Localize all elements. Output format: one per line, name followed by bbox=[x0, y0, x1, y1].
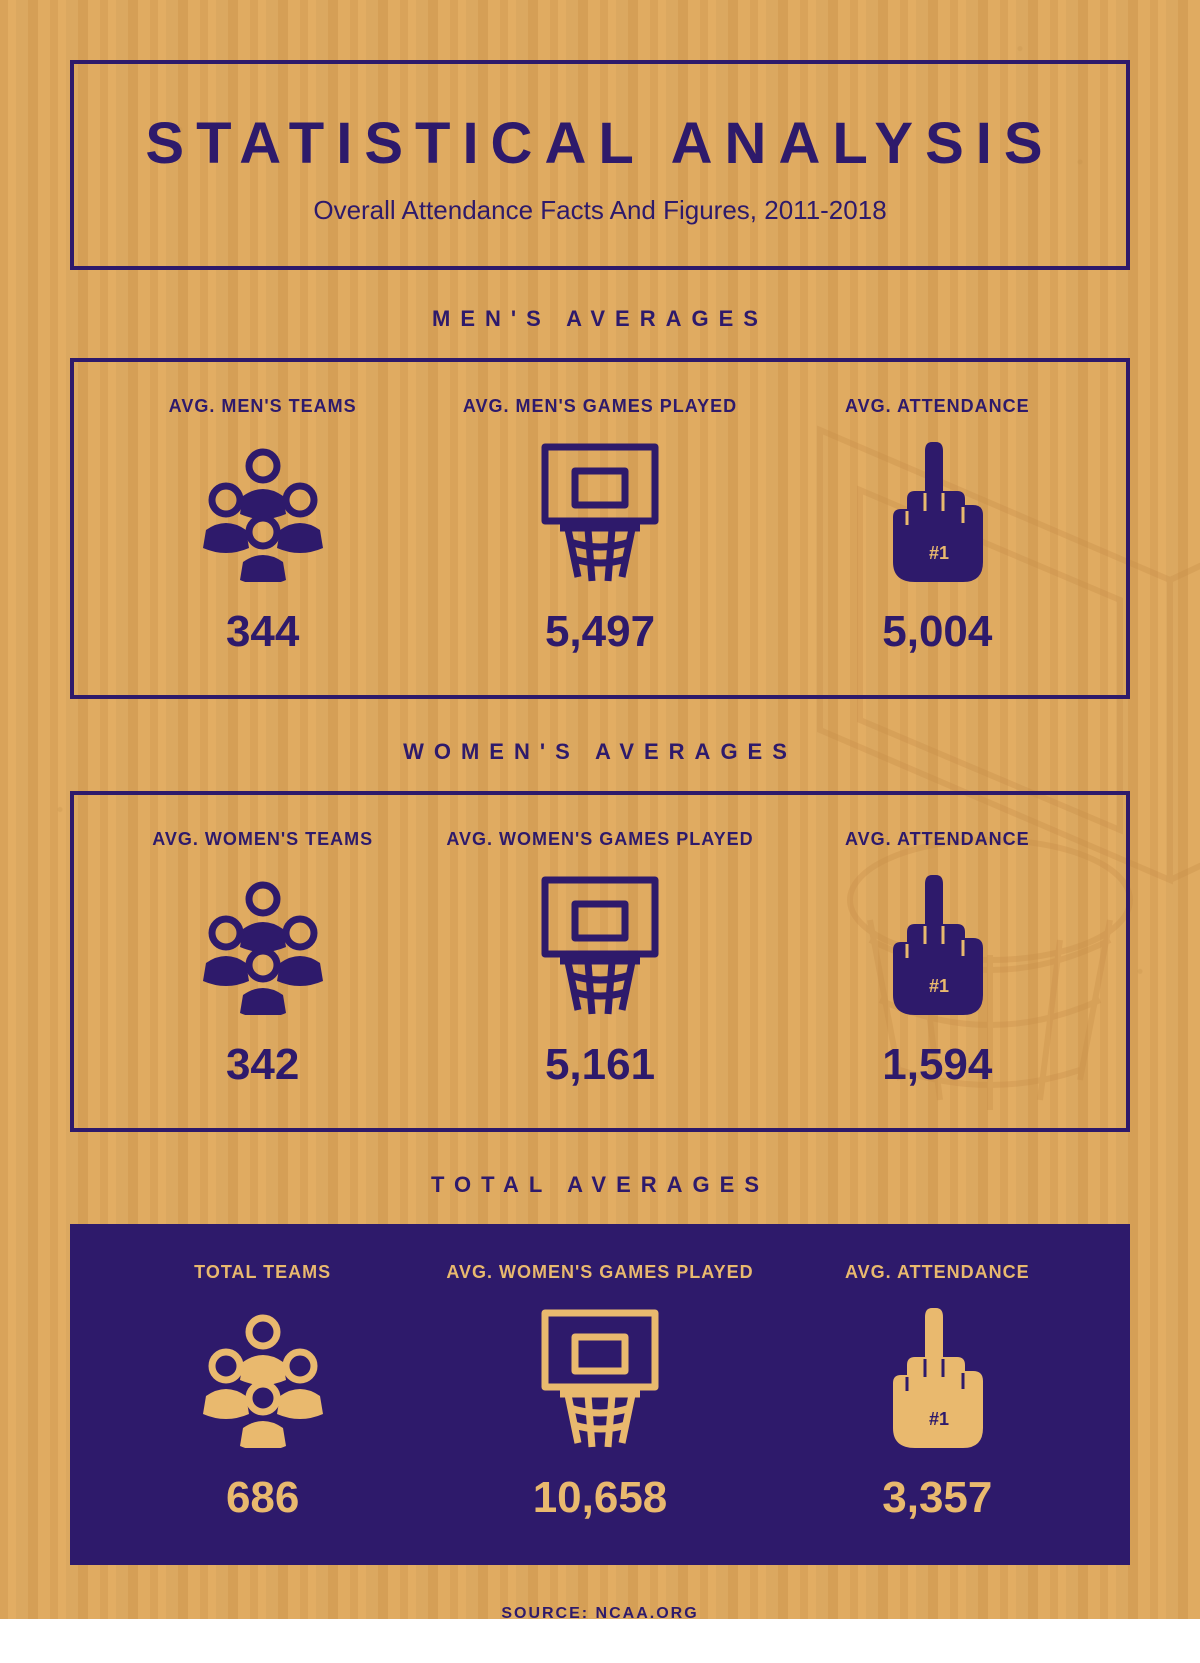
stat-value: 3,357 bbox=[882, 1473, 992, 1523]
stat-item: AVG. ATTENDANCE #1 3,357 bbox=[769, 1262, 1106, 1523]
section-label: TOTAL AVERAGES bbox=[70, 1172, 1130, 1198]
stat-value: 5,004 bbox=[882, 607, 992, 657]
hoop-icon bbox=[530, 1303, 670, 1453]
title-box: STATISTICAL ANALYSIS Overall Attendance … bbox=[70, 60, 1130, 270]
stat-item: AVG. MEN'S TEAMS 344 bbox=[94, 396, 431, 657]
source-line: SOURCE: NCAA.ORG bbox=[70, 1605, 1130, 1623]
svg-text:#1: #1 bbox=[929, 976, 949, 996]
main-title: STATISTICAL ANALYSIS bbox=[104, 110, 1096, 177]
stat-panel: AVG. MEN'S TEAMS 344AVG. MEN'S GAMES PLA… bbox=[70, 358, 1130, 699]
stat-heading: TOTAL TEAMS bbox=[194, 1262, 331, 1283]
stat-heading: AVG. MEN'S GAMES PLAYED bbox=[463, 396, 737, 417]
stat-item: AVG. WOMEN'S TEAMS 342 bbox=[94, 829, 431, 1090]
stat-value: 10,658 bbox=[533, 1473, 668, 1523]
foam-finger-icon: #1 bbox=[877, 437, 997, 587]
content-wrapper: STATISTICAL ANALYSIS Overall Attendance … bbox=[0, 0, 1200, 1663]
stat-value: 342 bbox=[226, 1040, 299, 1090]
stat-heading: AVG. WOMEN'S GAMES PLAYED bbox=[446, 829, 753, 850]
stat-item: AVG. WOMEN'S GAMES PLAYED 10,658 bbox=[431, 1262, 768, 1523]
stat-heading: AVG. WOMEN'S TEAMS bbox=[152, 829, 373, 850]
stat-item: AVG. WOMEN'S GAMES PLAYED 5,161 bbox=[431, 829, 768, 1090]
stat-panel: TOTAL TEAMS 686AVG. WOMEN'S GAMES PLAYED… bbox=[70, 1224, 1130, 1565]
team-icon bbox=[188, 437, 338, 587]
stat-item: AVG. ATTENDANCE #1 1,594 bbox=[769, 829, 1106, 1090]
stat-heading: AVG. ATTENDANCE bbox=[845, 1262, 1030, 1283]
section-label: MEN'S AVERAGES bbox=[70, 306, 1130, 332]
stat-value: 1,594 bbox=[882, 1040, 992, 1090]
stat-heading: AVG. MEN'S TEAMS bbox=[169, 396, 357, 417]
stat-heading: AVG. WOMEN'S GAMES PLAYED bbox=[446, 1262, 753, 1283]
stat-value: 344 bbox=[226, 607, 299, 657]
stat-heading: AVG. ATTENDANCE bbox=[845, 396, 1030, 417]
stat-item: AVG. MEN'S GAMES PLAYED 5,497 bbox=[431, 396, 768, 657]
stat-item: AVG. ATTENDANCE #1 5,004 bbox=[769, 396, 1106, 657]
team-icon bbox=[188, 1303, 338, 1453]
foam-finger-icon: #1 bbox=[877, 870, 997, 1020]
hoop-icon bbox=[530, 870, 670, 1020]
svg-text:#1: #1 bbox=[929, 543, 949, 563]
subtitle: Overall Attendance Facts And Figures, 20… bbox=[104, 195, 1096, 226]
stat-panel: AVG. WOMEN'S TEAMS 342AVG. WOMEN'S GAMES… bbox=[70, 791, 1130, 1132]
stat-value: 5,161 bbox=[545, 1040, 655, 1090]
stat-value: 686 bbox=[226, 1473, 299, 1523]
stat-heading: AVG. ATTENDANCE bbox=[845, 829, 1030, 850]
stat-item: TOTAL TEAMS 686 bbox=[94, 1262, 431, 1523]
section-label: WOMEN'S AVERAGES bbox=[70, 739, 1130, 765]
foam-finger-icon: #1 bbox=[877, 1303, 997, 1453]
svg-text:#1: #1 bbox=[929, 1409, 949, 1429]
stat-value: 5,497 bbox=[545, 607, 655, 657]
team-icon bbox=[188, 870, 338, 1020]
hoop-icon bbox=[530, 437, 670, 587]
